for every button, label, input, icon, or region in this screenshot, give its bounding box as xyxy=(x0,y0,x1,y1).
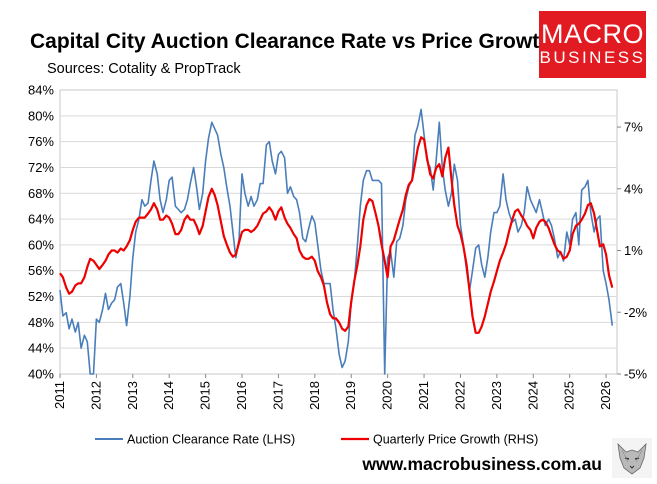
website-url: www.macrobusiness.com.au xyxy=(362,454,602,474)
y-left-tick-label: 64% xyxy=(28,212,54,227)
y-left-tick-label: 40% xyxy=(28,367,54,382)
y-left-tick-label: 44% xyxy=(28,341,54,356)
y-left-tick-label: 48% xyxy=(28,315,54,330)
y-left-tick-label: 80% xyxy=(28,108,54,123)
x-tick-label: 2013 xyxy=(125,381,140,410)
x-tick-label: 2023 xyxy=(489,381,504,410)
x-tick-label: 2018 xyxy=(307,381,322,410)
x-tick-label: 2020 xyxy=(380,381,395,410)
y-left-tick-label: 76% xyxy=(28,134,54,149)
y-left-tick-label: 60% xyxy=(28,237,54,252)
chart-title: Capital City Auction Clearance Rate vs P… xyxy=(30,30,553,53)
series-line-price-growth xyxy=(59,136,614,334)
x-tick-label: 2015 xyxy=(198,381,213,410)
x-tick-label: 2019 xyxy=(343,381,358,410)
series-lines xyxy=(59,108,614,375)
x-tick-label: 2016 xyxy=(234,381,249,410)
wolf-icon xyxy=(612,438,652,478)
y-axis-right: -5% -2% 1% 4% 7% xyxy=(617,120,648,382)
y-axis-left: 40% 44% 48% 52% 56% 60% 64% 68% 72% 76% 80% 84% xyxy=(28,83,54,382)
y-right-tick-label: -5% xyxy=(624,367,648,382)
x-tick-label: 2022 xyxy=(452,381,467,410)
series-line-clearance-rate xyxy=(59,108,614,375)
x-axis: 2011 2012 2013 2014 2015 2016 2017 2018 2019 2020… xyxy=(52,374,613,410)
logo-line1: MACRO xyxy=(541,19,644,49)
y-left-tick-label: 72% xyxy=(28,160,54,175)
logo-line2: BUSINESS xyxy=(539,48,646,67)
y-left-tick-label: 84% xyxy=(28,83,54,98)
chart-subtitle: Sources: Cotality & PropTrack xyxy=(47,61,241,77)
x-tick-label: 2014 xyxy=(161,381,176,410)
x-tick-label: 2024 xyxy=(525,381,540,410)
y-left-tick-label: 68% xyxy=(28,186,54,201)
plot-area-border xyxy=(59,89,618,375)
legend-label-clearance: Auction Clearance Rate (LHS) xyxy=(127,433,295,447)
y-right-tick-label: 7% xyxy=(624,120,643,135)
x-tick-label: 2017 xyxy=(270,381,285,410)
y-left-tick-label: 52% xyxy=(28,289,54,304)
y-right-tick-label: -2% xyxy=(624,305,648,320)
y-left-tick-label: 56% xyxy=(28,263,54,278)
x-tick-label: 2025 xyxy=(562,381,577,410)
y-right-tick-label: 1% xyxy=(624,243,643,258)
legend: Auction Clearance Rate (LHS) Quarterly P… xyxy=(95,433,538,447)
gridlines xyxy=(60,115,617,349)
x-tick-label: 2021 xyxy=(416,381,431,410)
x-tick-label: 2011 xyxy=(52,381,67,409)
legend-label-price: Quarterly Price Growth (RHS) xyxy=(373,433,538,447)
x-tick-label: 2012 xyxy=(88,381,103,410)
y-right-tick-label: 4% xyxy=(624,181,643,196)
macrobusiness-logo: MACRO BUSINESS xyxy=(539,11,646,78)
x-tick-label: 2026 xyxy=(598,381,613,410)
